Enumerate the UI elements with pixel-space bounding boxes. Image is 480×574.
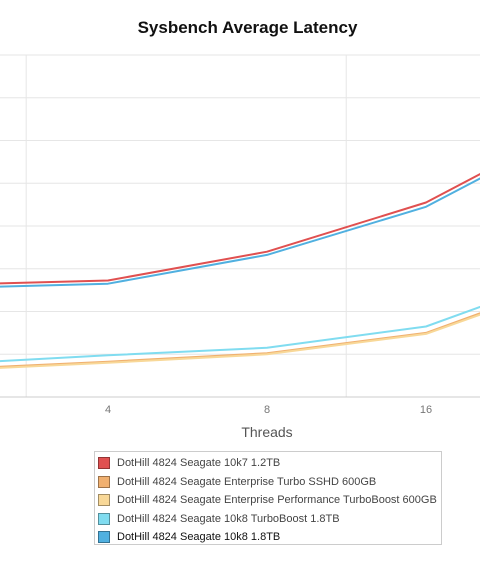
legend-swatch xyxy=(98,512,110,525)
legend-label: DotHill 4824 Seagate 10k8 TurboBoost 1.8… xyxy=(117,512,340,525)
legend-swatch xyxy=(98,531,110,544)
series-line-0 xyxy=(0,173,480,285)
x-tick-label: 16 xyxy=(420,404,432,416)
legend-swatch xyxy=(98,475,110,488)
series-line-4 xyxy=(0,177,480,288)
chart-title: Sysbench Average Latency xyxy=(137,18,358,37)
series-line-1 xyxy=(0,312,480,368)
series-line-2 xyxy=(0,313,480,369)
x-tick-labels: 4 8 16 xyxy=(105,404,432,416)
series-line-3 xyxy=(0,305,480,363)
legend-swatch xyxy=(98,457,110,470)
legend-swatch xyxy=(98,494,110,507)
legend-item[interactable]: DotHill 4824 Seagate 10k7 1.2TB xyxy=(98,454,441,473)
grid-lines xyxy=(0,54,480,398)
legend-label: DotHill 4824 Seagate 10k8 1.8TB xyxy=(117,531,281,544)
legend-label: DotHill 4824 Seagate 10k7 1.2TB xyxy=(117,457,281,470)
legend-label: DotHill 4824 Seagate Enterprise Turbo SS… xyxy=(117,475,377,488)
legend-item[interactable]: DotHill 4824 Seagate Enterprise Turbo SS… xyxy=(98,473,441,492)
x-axis-title: Threads xyxy=(241,424,292,440)
x-tick-label: 8 xyxy=(264,404,270,416)
series-lines xyxy=(0,173,480,369)
legend-item[interactable]: DotHill 4824 Seagate Enterprise Performa… xyxy=(98,491,441,510)
legend-item[interactable]: DotHill 4824 Seagate 10k8 1.8TB xyxy=(98,528,441,547)
legend-item[interactable]: DotHill 4824 Seagate 10k8 TurboBoost 1.8… xyxy=(98,510,441,529)
chart-legend: DotHill 4824 Seagate 10k7 1.2TB DotHill 4… xyxy=(94,451,442,545)
x-tick-label: 4 xyxy=(105,404,111,416)
legend-label: DotHill 4824 Seagate Enterprise Performa… xyxy=(117,494,437,507)
